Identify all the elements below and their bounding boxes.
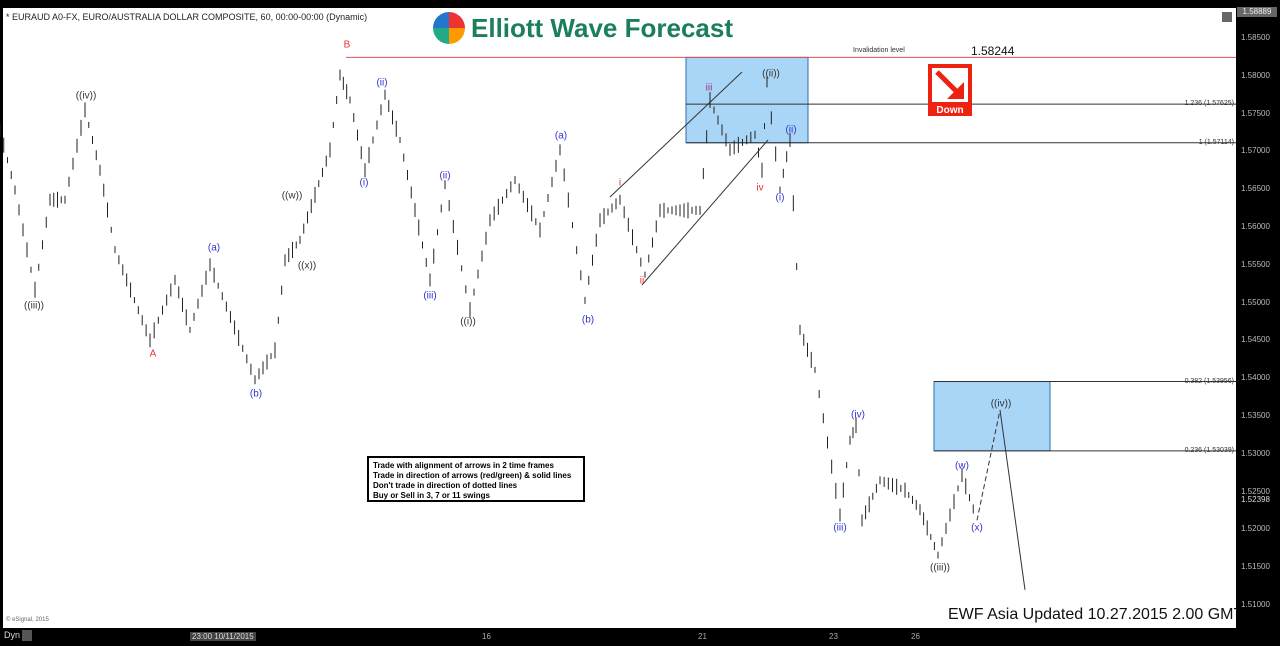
x-tick-label: 23 [829, 632, 838, 641]
logo-text: Elliott Wave Forecast [471, 12, 733, 43]
wave-label: iii [705, 82, 713, 94]
wave-label: (iv) [851, 409, 865, 421]
update-note: EWF Asia Updated 10.27.2015 2.00 GMT [948, 606, 1244, 623]
wave-label: (i) [775, 192, 785, 204]
y-tick-label: 1.51500 [1241, 562, 1270, 572]
chart-svg [0, 56, 1236, 590]
y-tick-label: 1.58500 [1241, 33, 1270, 42]
time-axis[interactable] [0, 628, 1280, 646]
target-box-upper [685, 56, 809, 144]
invalidation-label: Invalidation level [853, 47, 905, 54]
wave-label: (ii) [785, 124, 797, 136]
wave-label: ((iv)) [990, 398, 1012, 410]
wave-label: (ii) [376, 77, 388, 89]
y-tick-label: 1.57500 [1241, 108, 1270, 118]
x-tick-label: 23:00 10/11/2015 [190, 632, 256, 641]
wave-label: (iii) [833, 522, 847, 534]
wave-label: (i) [359, 177, 369, 189]
wave-label: (x) [971, 522, 983, 534]
channel-line [609, 71, 743, 198]
wave-label: ((iv)) [75, 90, 97, 102]
fib-label: 0.382 (1.53956) [1184, 378, 1234, 385]
wave-label: A [149, 348, 157, 360]
fib-label: 0.236 (1.53039) [1184, 447, 1234, 454]
wave-label: B [343, 39, 351, 51]
wave-label: (b) [581, 314, 595, 326]
wave-label: iv [756, 182, 764, 194]
wave-label: ((iii)) [24, 300, 44, 312]
wave-label: (a) [554, 130, 568, 142]
x-tick-label: 21 [698, 632, 707, 641]
chart-plot-area[interactable] [3, 8, 1236, 628]
chart-title: * EURAUD A0-FX, EURO/AUSTRALIA DOLLAR CO… [6, 12, 368, 22]
logo-mark-icon [433, 12, 465, 44]
x-tick-label: 26 [911, 632, 920, 641]
copyright: © eSignal, 2015 [6, 617, 49, 623]
dyn-label: Dyn [4, 630, 21, 640]
y-tick-label: 1.54500 [1241, 335, 1270, 345]
wave-label: (a) [207, 242, 221, 254]
rule: Don't trade in direction of dotted lines [373, 481, 518, 490]
rule: Trade with alignment of arrows in 2 time… [373, 461, 554, 470]
fib-label: 1 (1.57114) [1198, 139, 1234, 146]
wave-label: (b) [249, 388, 263, 400]
wave-label: ((w)) [281, 190, 303, 202]
wave-label: i [618, 177, 622, 189]
y-tick-label: 1.51000 [1241, 600, 1270, 609]
wave-label: (w) [955, 460, 969, 472]
wave-label: ii [639, 275, 645, 287]
y-tick-label: 1.54000 [1241, 373, 1270, 383]
wave-label: ((ii)) [762, 68, 780, 80]
lock-icon[interactable] [22, 630, 32, 641]
wave-label: ((x)) [297, 260, 317, 272]
price-axis[interactable] [1237, 0, 1280, 628]
down-signal: Down [928, 64, 972, 116]
y-tick-label: 1.57000 [1241, 146, 1270, 156]
rule: Trade in direction of arrows (red/green)… [373, 471, 572, 480]
arrow-down-right-icon [935, 70, 964, 99]
wave-label: (iii) [423, 290, 437, 302]
logo: Elliott Wave Forecast [433, 12, 733, 44]
invalidation-value: 1.58244 [971, 44, 1015, 58]
wave-label: (ii) [439, 170, 451, 182]
y-tick-label: 1.58000 [1241, 70, 1270, 80]
last-price-tag: 1.58889 [1237, 7, 1277, 17]
wave-label: ((iii)) [930, 562, 950, 574]
fib-label: 1.236 (1.57625) [1184, 100, 1234, 107]
current-price-label: 1.52398 [1241, 495, 1270, 504]
projection-dashed [976, 409, 1001, 521]
wave-label: ((i)) [460, 316, 476, 328]
projection-solid [999, 409, 1026, 590]
y-tick-label: 1.56500 [1241, 184, 1270, 194]
channel-line [641, 139, 769, 286]
target-box-lower [933, 381, 1051, 452]
y-tick-label: 1.52500 [1241, 486, 1270, 496]
rule: Buy or Sell in 3, 7 or 11 swings [373, 491, 490, 500]
down-label: Down [936, 105, 964, 116]
y-tick-label: 1.53000 [1241, 448, 1270, 458]
y-tick-label: 1.55000 [1241, 297, 1270, 307]
trading-rules-box: Trade with alignment of arrows in 2 time… [367, 456, 585, 502]
y-tick-label: 1.52000 [1241, 524, 1270, 534]
y-tick-label: 1.53500 [1241, 411, 1270, 420]
y-tick-label: 1.56000 [1241, 222, 1270, 231]
x-tick-label: 16 [482, 632, 491, 641]
restore-icon[interactable] [1222, 12, 1232, 22]
y-tick-label: 1.55500 [1241, 259, 1270, 269]
